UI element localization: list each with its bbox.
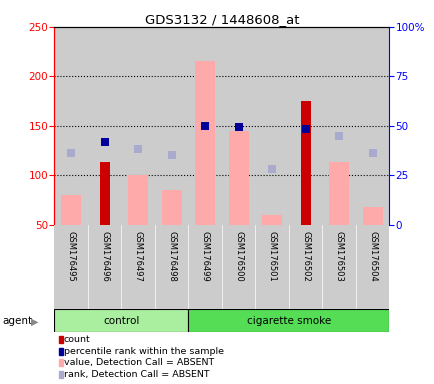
Bar <box>221 27 255 225</box>
Bar <box>155 27 188 225</box>
Bar <box>54 225 88 309</box>
Bar <box>228 131 248 225</box>
Bar <box>322 27 355 225</box>
Bar <box>88 225 121 309</box>
Bar <box>288 27 322 225</box>
Text: GSM176502: GSM176502 <box>300 232 309 282</box>
Bar <box>54 309 188 332</box>
Bar <box>288 225 322 309</box>
Bar <box>362 207 382 225</box>
Text: GSM176498: GSM176498 <box>167 232 176 282</box>
Bar <box>261 215 282 225</box>
Bar <box>188 225 221 309</box>
Bar <box>121 225 155 309</box>
Bar <box>128 175 148 225</box>
Bar <box>328 162 349 225</box>
Text: percentile rank within the sample: percentile rank within the sample <box>64 347 224 356</box>
Bar <box>355 225 388 309</box>
Text: GSM176503: GSM176503 <box>334 232 343 282</box>
Bar <box>188 309 388 332</box>
Text: cigarette smoke: cigarette smoke <box>246 316 330 326</box>
Bar <box>255 27 288 225</box>
Bar <box>121 27 155 225</box>
Bar <box>61 195 81 225</box>
Bar <box>221 225 255 309</box>
Text: count: count <box>64 335 90 344</box>
Bar <box>161 190 181 225</box>
Text: GSM176501: GSM176501 <box>267 232 276 282</box>
Bar <box>155 225 188 309</box>
Title: GDS3132 / 1448608_at: GDS3132 / 1448608_at <box>144 13 299 26</box>
Bar <box>255 225 288 309</box>
Bar <box>194 61 215 225</box>
Bar <box>54 27 88 225</box>
Text: rank, Detection Call = ABSENT: rank, Detection Call = ABSENT <box>64 370 209 379</box>
Text: control: control <box>103 316 139 326</box>
Text: GSM176500: GSM176500 <box>233 232 243 282</box>
Bar <box>99 162 109 225</box>
Bar <box>300 101 310 225</box>
Text: GSM176495: GSM176495 <box>66 232 76 282</box>
Bar <box>322 225 355 309</box>
Text: GSM176504: GSM176504 <box>367 232 376 282</box>
Text: ▶: ▶ <box>31 316 39 326</box>
Bar <box>355 27 388 225</box>
Text: GSM176499: GSM176499 <box>200 232 209 282</box>
Bar <box>188 27 221 225</box>
Text: value, Detection Call = ABSENT: value, Detection Call = ABSENT <box>64 358 214 367</box>
Text: GSM176497: GSM176497 <box>133 232 142 282</box>
Text: GSM176496: GSM176496 <box>100 232 109 282</box>
Bar <box>88 27 121 225</box>
Text: agent: agent <box>2 316 32 326</box>
